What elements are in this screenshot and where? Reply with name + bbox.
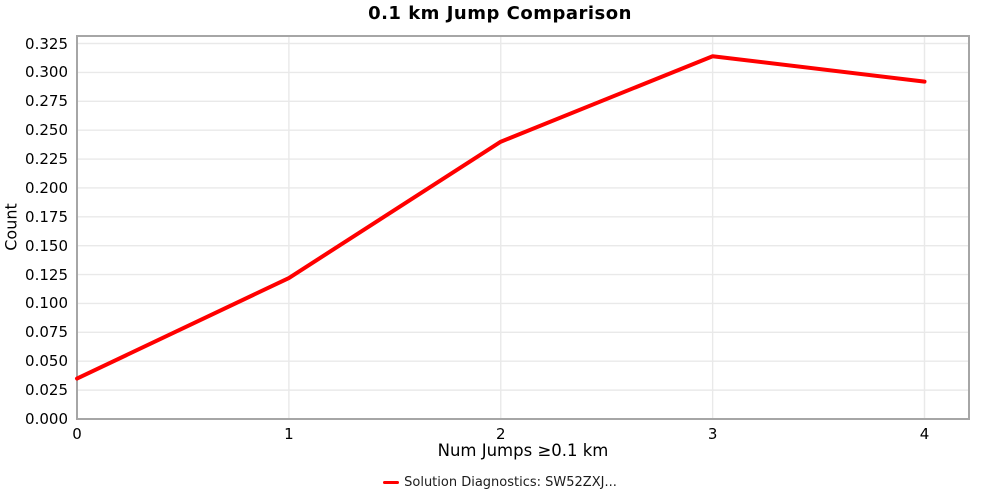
y-tick-label: 0.275: [25, 92, 68, 111]
y-tick-label: 0.100: [25, 294, 68, 313]
y-tick-label: 0.225: [25, 150, 68, 169]
chart-title: 0.1 km Jump Comparison: [368, 3, 632, 24]
x-tick-label: 2: [495, 425, 506, 443]
y-tick-label: 0.325: [25, 34, 68, 53]
legend-series-label: Solution Diagnostics: SW52ZXJ...: [404, 475, 617, 490]
x-tick-label: 0: [72, 425, 82, 443]
x-tick-label: 4: [919, 425, 930, 443]
legend-line-swatch: [383, 480, 400, 485]
x-tick-label: 3: [707, 425, 718, 443]
y-tick-label: 0.300: [25, 63, 68, 82]
y-tick-label: 0.025: [25, 381, 68, 400]
y-tick-label: 0.250: [25, 121, 68, 140]
x-tick-label: 1: [284, 425, 294, 443]
y-tick-label: 0.175: [25, 207, 68, 226]
legend: Solution Diagnostics: SW52ZXJ...: [0, 475, 1000, 490]
y-tick-label: 0.075: [25, 323, 68, 342]
y-tick-label: 0.150: [25, 236, 68, 255]
y-tick-label: 0.125: [25, 265, 68, 284]
series-line: [75, 54, 927, 381]
y-tick-label: 0.050: [25, 352, 68, 371]
plot-border: [76, 35, 970, 420]
y-tick-label: 0.200: [25, 178, 68, 197]
y-tick-label: 0.000: [25, 410, 68, 428]
x-axis-label: Num Jumps ≥0.1 km: [437, 441, 609, 460]
